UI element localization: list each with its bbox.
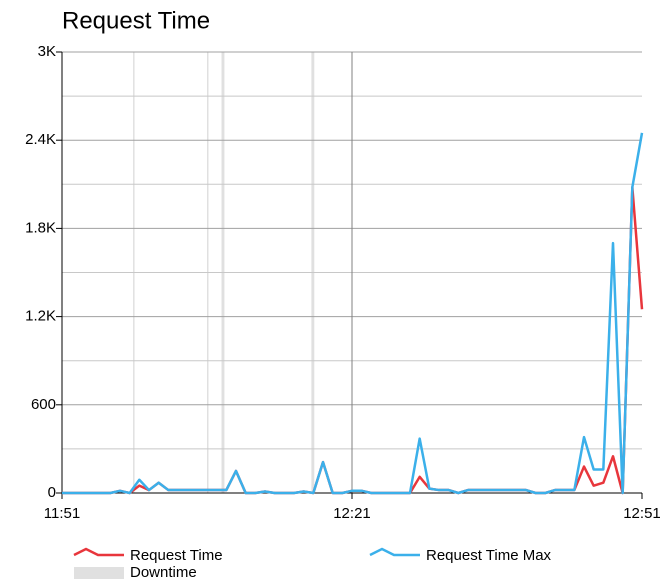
y-tick-label: 1.8K (25, 219, 56, 236)
legend-label: Request Time (130, 547, 223, 564)
y-tick-label: 0 (48, 484, 56, 501)
legend-swatch (73, 547, 124, 557)
y-tick-label: 2.4K (25, 131, 56, 148)
x-tick-label: 12:51 (623, 505, 661, 522)
legend-swatch (369, 547, 420, 557)
legend-label: Request Time Max (426, 547, 552, 564)
y-tick-label: 3K (38, 43, 56, 60)
legend-label: Downtime (130, 564, 197, 581)
y-tick-label: 1.2K (25, 308, 56, 325)
series-line (62, 132, 644, 495)
x-tick-label: 12:21 (333, 505, 371, 522)
chart-title: Request Time (62, 7, 210, 34)
y-tick-label: 600 (31, 396, 56, 413)
legend-swatch (74, 567, 124, 579)
x-tick-label: 11:51 (44, 505, 80, 522)
